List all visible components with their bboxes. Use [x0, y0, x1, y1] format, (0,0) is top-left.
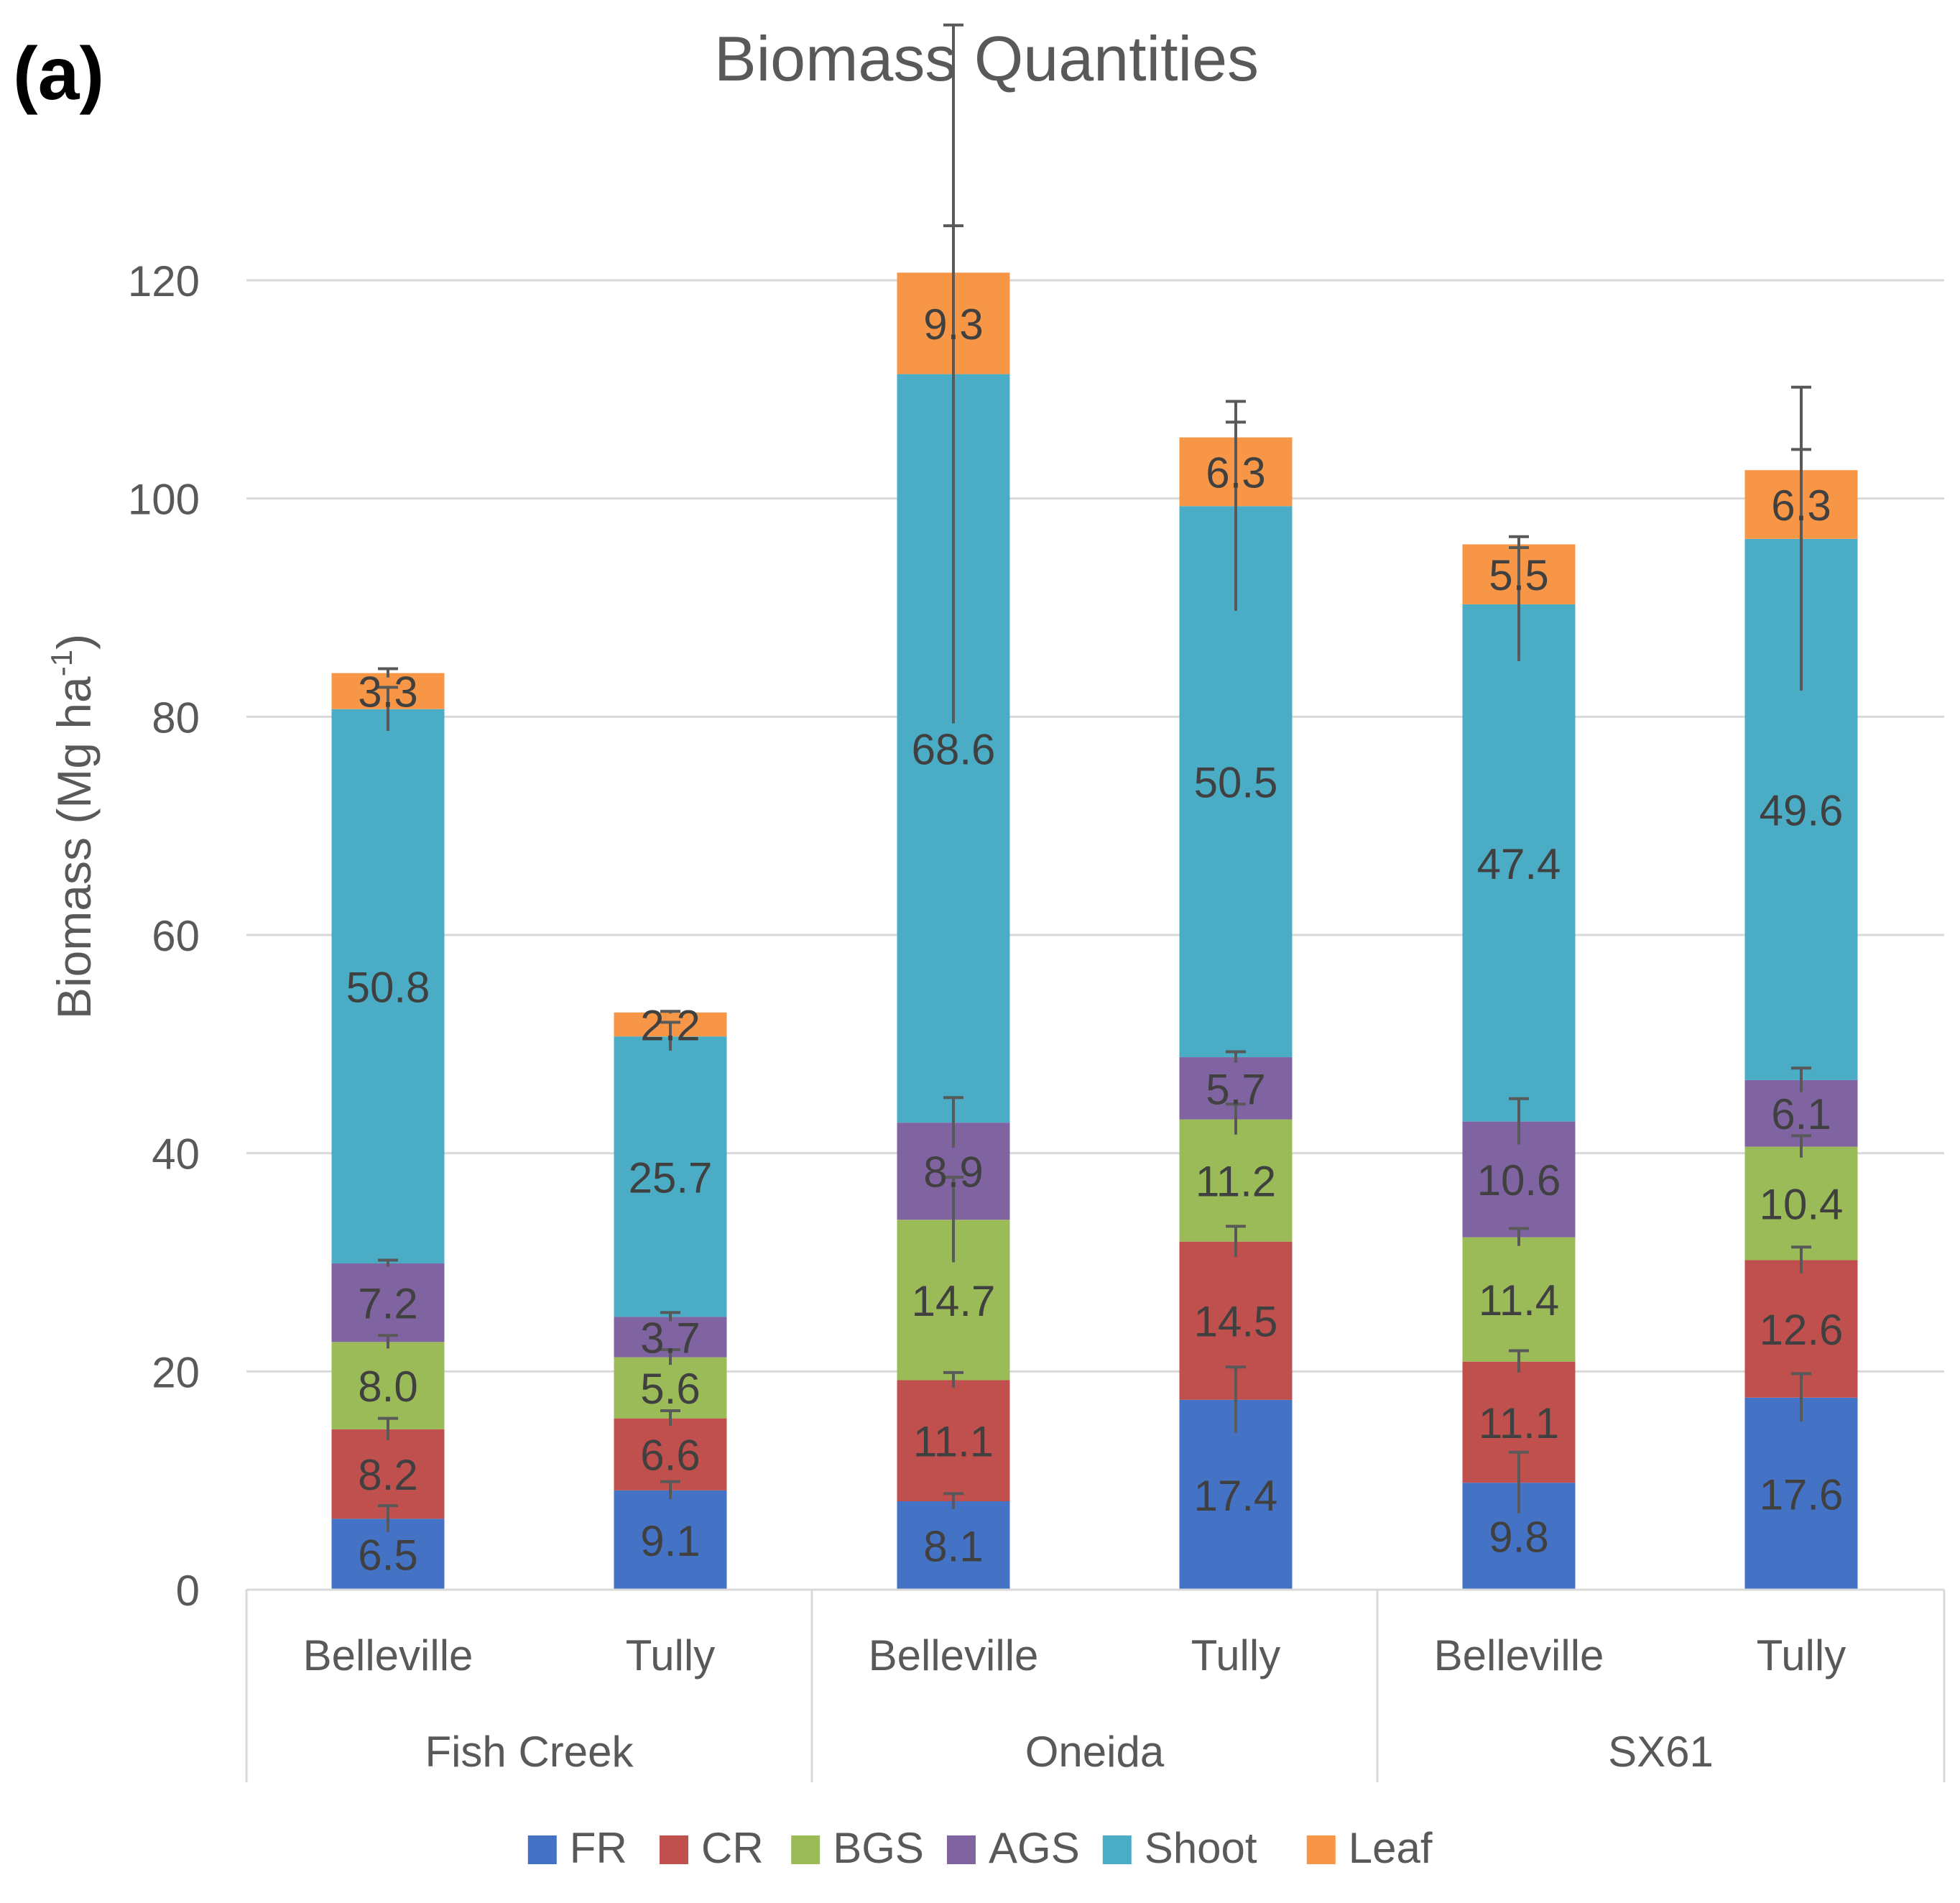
legend-label-fr: FR [570, 1824, 627, 1872]
bar-bgs-1 [614, 1357, 727, 1419]
legend-swatch-ags [947, 1835, 976, 1864]
legend-swatch-bgs [791, 1835, 820, 1864]
panel-label: (a) [13, 32, 104, 116]
y-axis-label-main: Biomass (Mg ha [47, 676, 101, 1019]
data-label-cr-3: 14.5 [1194, 1298, 1278, 1346]
legend-label-bgs: BGS [833, 1824, 924, 1872]
data-label-bgs-1: 5.6 [640, 1365, 700, 1413]
data-label-fr-4: 9.8 [1489, 1513, 1548, 1562]
bars [331, 272, 1858, 1590]
y-tick-label-40: 40 [152, 1130, 200, 1179]
x-group-label-1: Oneida [1025, 1728, 1165, 1776]
x-category-label-3: Tully [1191, 1631, 1280, 1679]
data-label-cr-1: 6.6 [640, 1432, 700, 1480]
legend-label-ags: AGS [989, 1824, 1080, 1872]
y-axis-label-close: ) [47, 634, 101, 650]
data-label-fr-0: 6.5 [358, 1531, 417, 1580]
legend: FR CR BGS AGS Shoot Leaf [527, 1824, 1433, 1872]
legend-swatch-shoot [1102, 1835, 1132, 1864]
bar-shoot-4 [1462, 604, 1576, 1122]
bar-bgs-4 [1462, 1237, 1576, 1362]
bar-fr-2 [897, 1501, 1010, 1590]
data-label-fr-1: 9.1 [640, 1517, 700, 1565]
x-group-label-2: SX61 [1608, 1728, 1714, 1776]
x-category-label-1: Tully [626, 1631, 715, 1679]
bar-bgs-3 [1179, 1119, 1293, 1242]
data-label-fr-5: 17.6 [1760, 1470, 1844, 1519]
data-label-bgs-3: 11.2 [1196, 1158, 1276, 1206]
bar-shoot-0 [331, 709, 445, 1264]
legend-swatch-fr [527, 1835, 557, 1864]
data-label-fr-3: 17.4 [1194, 1472, 1278, 1520]
bar-cr-0 [331, 1429, 445, 1519]
data-label-leaf-0: 3.3 [358, 668, 417, 716]
x-category-label-5: Tully [1757, 1631, 1846, 1679]
data-label-shoot-3: 50.5 [1194, 759, 1278, 807]
y-tick-label-100: 100 [128, 476, 200, 524]
data-label-shoot-2: 68.6 [912, 725, 996, 773]
data-label-cr-4: 11.1 [1479, 1399, 1559, 1447]
data-label-ags-0: 7.2 [358, 1280, 417, 1328]
chart-title: Biomass Quantities [714, 23, 1259, 94]
legend-swatch-leaf [1306, 1835, 1336, 1864]
data-label-shoot-1: 25.7 [629, 1153, 713, 1202]
bar-shoot-1 [614, 1036, 727, 1317]
bar-cr-1 [614, 1418, 727, 1490]
data-label-leaf-5: 6.3 [1771, 481, 1831, 530]
legend-label-leaf: Leaf [1349, 1824, 1433, 1872]
data-label-bgs-5: 10.4 [1760, 1181, 1844, 1229]
x-category-label-4: Belleville [1434, 1631, 1604, 1679]
bar-ags-0 [331, 1263, 445, 1342]
legend-swatch-cr [660, 1835, 688, 1864]
y-axis-label-superscript: -1 [45, 650, 78, 676]
data-label-ags-1: 3.7 [640, 1314, 700, 1363]
data-labels: 6.5 9.1 8.1 17.4 9.8 17.6 8.2 6.6 11.1 14.5 11.1 12… [346, 300, 1844, 1580]
data-label-bgs-4: 11.4 [1479, 1276, 1559, 1324]
data-label-bgs-0: 8.0 [358, 1363, 417, 1411]
bar-fr-5 [1744, 1397, 1858, 1590]
data-label-cr-0: 8.2 [358, 1451, 417, 1499]
data-label-fr-2: 8.1 [923, 1523, 983, 1571]
y-tick-label-0: 0 [176, 1567, 200, 1615]
y-tick-label-20: 20 [152, 1348, 200, 1396]
data-label-shoot-5: 49.6 [1760, 786, 1844, 834]
data-label-leaf-4: 5.5 [1489, 551, 1548, 599]
data-label-ags-5: 6.1 [1771, 1090, 1831, 1138]
data-label-ags-3: 5.7 [1206, 1065, 1265, 1113]
error-bars [378, 23, 1811, 1532]
legend-label-cr: CR [701, 1824, 764, 1872]
y-tick-label-60: 60 [152, 912, 200, 960]
data-label-leaf-2: 9.3 [923, 300, 983, 349]
bar-fr-1 [614, 1490, 727, 1590]
axes: 0 20 40 60 80 100 120 Belleville Tully Fish Creek… [128, 257, 1946, 1782]
data-label-cr-2: 11.1 [913, 1418, 994, 1466]
bar-bgs-5 [1744, 1146, 1858, 1261]
y-tick-label-80: 80 [152, 694, 200, 742]
x-category-label-2: Belleville [869, 1631, 1039, 1679]
data-label-leaf-1: 2.2 [640, 1002, 700, 1050]
x-category-label-0: Belleville [303, 1631, 473, 1679]
data-label-bgs-2: 14.7 [912, 1277, 996, 1325]
data-label-cr-5: 12.6 [1760, 1306, 1844, 1354]
bar-bgs-0 [331, 1342, 445, 1429]
legend-label-shoot: Shoot [1145, 1824, 1257, 1872]
bar-cr-2 [897, 1380, 1010, 1502]
data-label-ags-2: 8.9 [923, 1148, 983, 1197]
y-axis-label: Biomass (Mg ha-1) [45, 634, 101, 1019]
data-label-leaf-3: 6.3 [1206, 448, 1265, 497]
gridlines [246, 279, 1944, 1373]
data-label-ags-4: 10.6 [1477, 1156, 1561, 1204]
data-label-shoot-4: 47.4 [1477, 840, 1561, 888]
y-tick-label-120: 120 [128, 257, 200, 305]
data-label-shoot-0: 50.8 [346, 963, 430, 1011]
x-group-label-0: Fish Creek [425, 1728, 634, 1776]
